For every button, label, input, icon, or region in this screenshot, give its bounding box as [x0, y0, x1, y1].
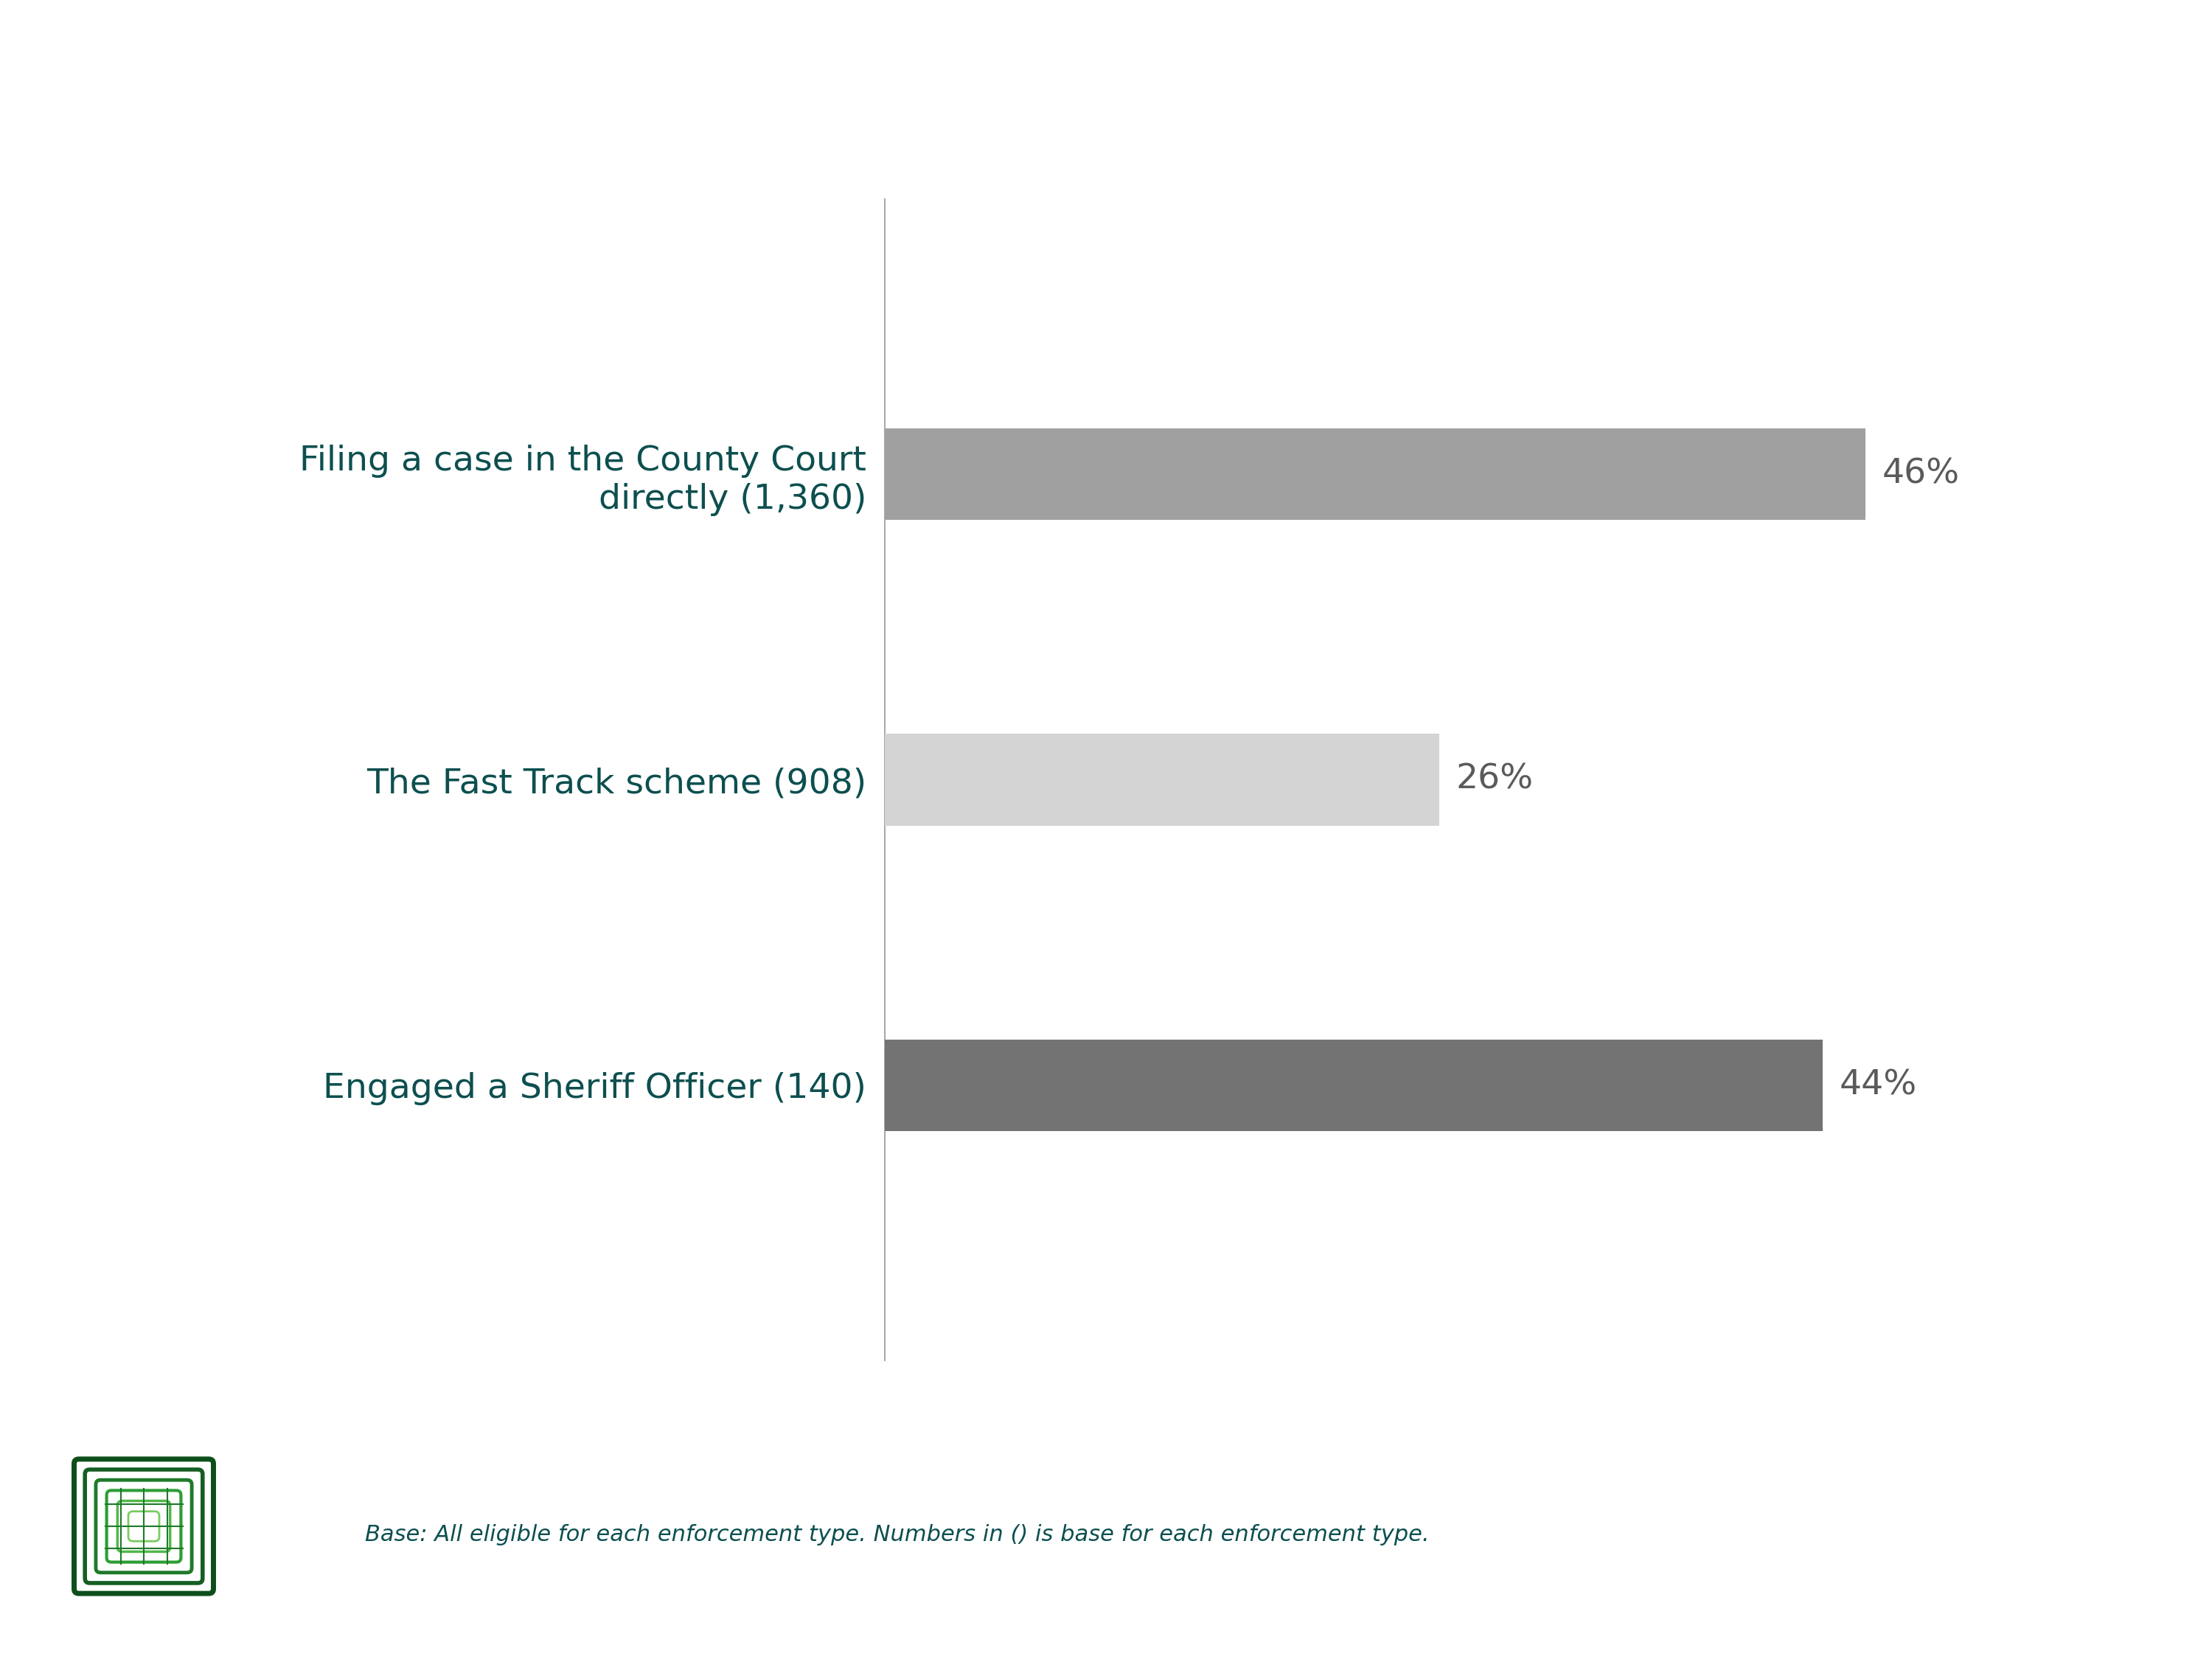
Text: 26%: 26%	[1455, 763, 1533, 796]
Bar	[885, 733, 1440, 826]
Text: 46%: 46%	[1882, 458, 1960, 491]
Bar	[885, 428, 1865, 519]
Text: Base: All eligible for each enforcement type. Numbers in () is base for each enf: Base: All eligible for each enforcement …	[365, 1525, 1429, 1545]
Text: 44%: 44%	[1840, 1068, 1918, 1102]
Bar	[885, 1040, 1823, 1131]
